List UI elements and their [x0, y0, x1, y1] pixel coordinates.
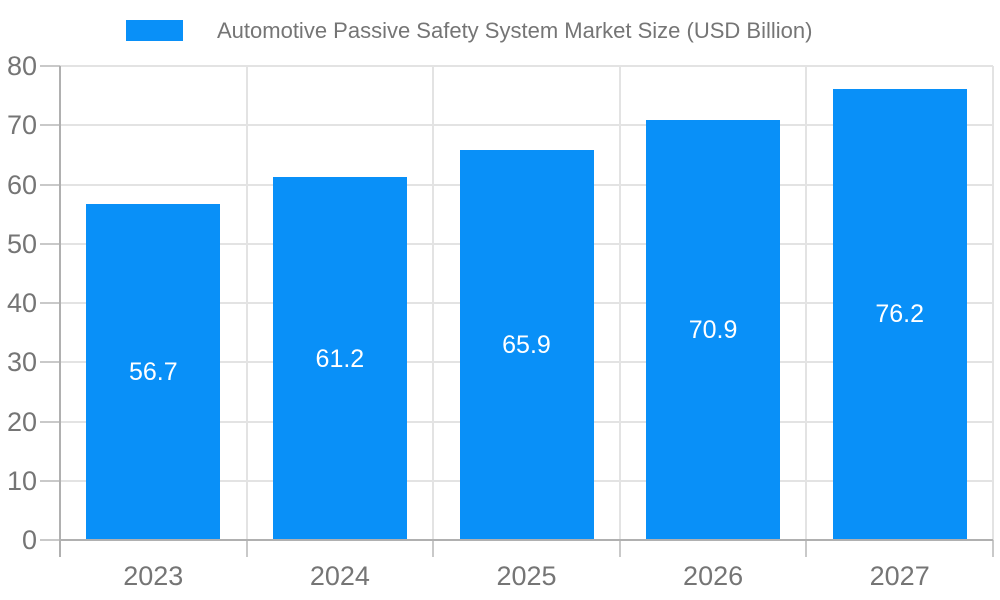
x-axis-tick — [618, 540, 621, 557]
y-axis-tick — [40, 420, 60, 423]
y-axis-tick — [40, 302, 60, 304]
y-axis-tick — [40, 183, 60, 186]
bar-value-label: 76.2 — [875, 300, 925, 329]
x-axis-label: 2025 — [496, 561, 557, 591]
y-axis-label: 80 — [6, 51, 37, 81]
gridline-horizontal — [60, 361, 993, 364]
gridline-vertical — [618, 66, 621, 540]
gridline-horizontal — [60, 183, 993, 186]
y-axis-tick — [40, 361, 60, 364]
y-axis-label: 70 — [6, 110, 37, 141]
bar-value-label: 65.9 — [502, 330, 551, 359]
x-axis-tick — [245, 540, 248, 557]
bar-2025 — [459, 149, 594, 540]
x-axis-label: 2027 — [869, 561, 930, 591]
x-axis-label: 2026 — [683, 561, 744, 591]
y-axis-label: 50 — [6, 228, 37, 259]
y-axis-label: 60 — [6, 169, 37, 200]
y-axis-label: 30 — [6, 347, 37, 378]
chart-title: Automotive Passive Safety System Market … — [217, 18, 813, 43]
y-axis-label: 20 — [6, 406, 37, 437]
x-axis-label: 2023 — [123, 561, 184, 591]
y-axis-tick — [40, 242, 60, 245]
gridline-horizontal — [60, 420, 993, 423]
x-axis-tick — [992, 540, 994, 557]
legend-swatch[interactable] — [126, 20, 183, 41]
y-axis-label: 40 — [6, 288, 37, 318]
gridline-vertical — [245, 66, 248, 540]
gridline-horizontal — [60, 124, 993, 127]
y-axis-line — [59, 66, 61, 557]
bar-value-label: 56.7 — [128, 358, 178, 387]
y-axis-tick — [40, 124, 60, 127]
x-axis-line — [60, 539, 993, 541]
bar-2026 — [646, 119, 781, 540]
y-axis-tick — [40, 539, 60, 541]
y-axis-label: 0 — [21, 525, 37, 555]
bar-value-label: 61.2 — [315, 344, 365, 373]
bar-2023 — [86, 204, 221, 540]
y-axis-tick — [40, 479, 60, 482]
gridline-horizontal — [60, 65, 993, 67]
x-axis-label: 2024 — [309, 561, 370, 591]
gridline-vertical — [805, 66, 808, 540]
bar-2024 — [272, 177, 407, 540]
gridline-horizontal — [60, 242, 993, 245]
gridline-horizontal — [60, 302, 993, 304]
x-axis-tick — [805, 540, 808, 557]
y-axis-label: 10 — [6, 465, 37, 496]
gridline-horizontal — [60, 479, 993, 482]
bar-2027 — [832, 88, 967, 540]
bar-value-label: 70.9 — [688, 315, 738, 344]
y-axis-tick — [40, 65, 60, 67]
gridline-vertical — [992, 66, 994, 540]
x-axis-tick — [432, 540, 435, 557]
gridline-vertical — [432, 66, 435, 540]
